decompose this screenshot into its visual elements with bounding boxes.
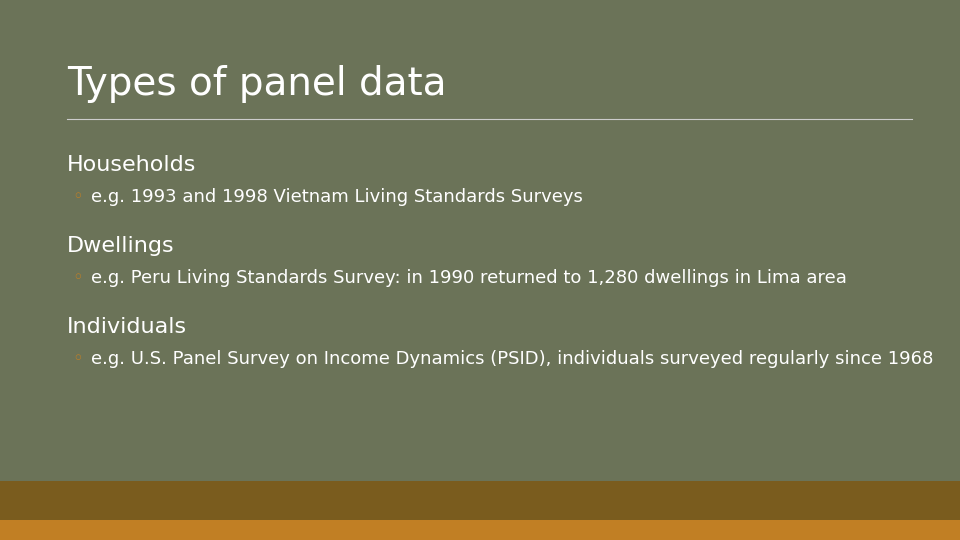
Text: e.g. Peru Living Standards Survey: in 1990 returned to 1,280 dwellings in Lima a: e.g. Peru Living Standards Survey: in 19… bbox=[91, 269, 847, 287]
Text: ◦: ◦ bbox=[72, 269, 83, 287]
Text: ◦: ◦ bbox=[72, 188, 83, 206]
Text: Types of panel data: Types of panel data bbox=[67, 65, 446, 103]
Text: Dwellings: Dwellings bbox=[67, 235, 175, 256]
Text: e.g. U.S. Panel Survey on Income Dynamics (PSID), individuals surveyed regularly: e.g. U.S. Panel Survey on Income Dynamic… bbox=[91, 350, 933, 368]
Text: JH: COURSE ON POVERTY MEASUREMENT: JH: COURSE ON POVERTY MEASUREMENT bbox=[366, 504, 594, 514]
Text: Households: Households bbox=[67, 154, 197, 175]
Text: ◦: ◦ bbox=[72, 350, 83, 368]
Text: Individuals: Individuals bbox=[67, 316, 187, 337]
Text: e.g. 1993 and 1998 Vietnam Living Standards Surveys: e.g. 1993 and 1998 Vietnam Living Standa… bbox=[91, 188, 583, 206]
Text: 3: 3 bbox=[915, 504, 922, 514]
Text: April 2020: April 2020 bbox=[38, 504, 96, 514]
